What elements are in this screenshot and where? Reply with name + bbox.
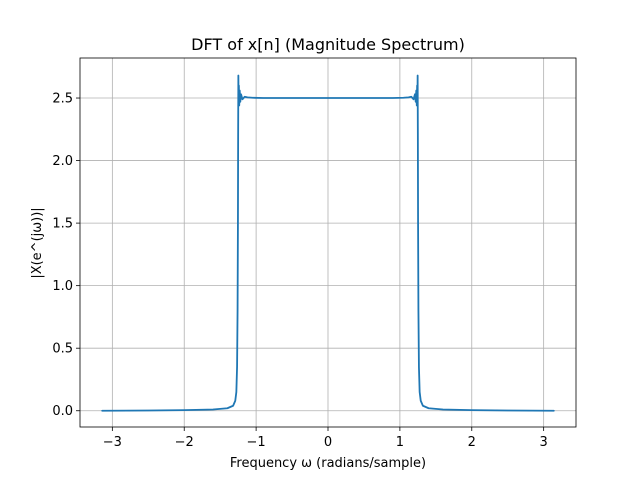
x-tick-label: 0 xyxy=(324,435,332,450)
series-layer xyxy=(101,74,555,412)
grid xyxy=(80,58,576,427)
chart-title: DFT of x[n] (Magnitude Spectrum) xyxy=(191,35,465,54)
y-tick-label: 0.0 xyxy=(52,404,73,419)
y-tick-label: 1.0 xyxy=(52,279,73,294)
y-tick-label: 1.5 xyxy=(52,217,73,232)
y-axis-ticks: 0.0 0.5 1.0 1.5 2.0 2.5 xyxy=(52,92,80,419)
y-tick-label: 2.0 xyxy=(52,154,73,169)
x-tick-label: −1 xyxy=(247,435,266,450)
x-tick-label: −2 xyxy=(175,435,194,450)
x-tick-label: 3 xyxy=(540,435,548,450)
x-axis-ticks: −3 −2 −1 0 1 2 3 xyxy=(103,427,548,450)
x-axis-title: Frequency ω (radians/sample) xyxy=(230,456,426,471)
y-tick-label: 0.5 xyxy=(52,342,73,357)
magnitude-line xyxy=(101,74,555,412)
x-tick-label: 2 xyxy=(468,435,476,450)
x-tick-label: −3 xyxy=(103,435,122,450)
y-axis-title: |X(e^(jω))| xyxy=(30,207,45,278)
y-tick-label: 2.5 xyxy=(52,92,73,107)
x-tick-label: 1 xyxy=(396,435,404,450)
